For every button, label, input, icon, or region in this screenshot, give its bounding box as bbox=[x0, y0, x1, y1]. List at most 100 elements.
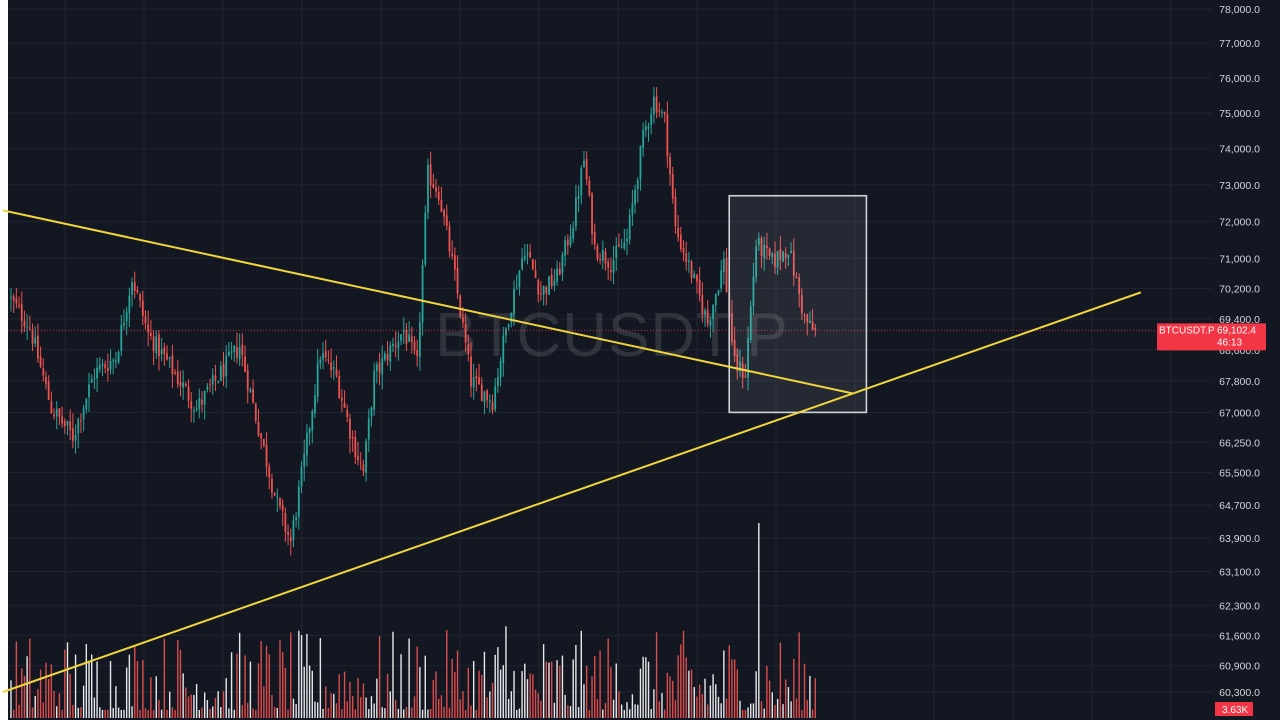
candlestick-series bbox=[10, 87, 817, 556]
candle-body bbox=[424, 212, 427, 265]
candle-body bbox=[776, 251, 779, 268]
price-axis-label: 60,900.0 bbox=[1219, 661, 1260, 673]
left-edge-bar bbox=[0, 0, 8, 720]
volume-bar bbox=[91, 654, 93, 718]
volume-bar bbox=[795, 698, 798, 718]
candle-body bbox=[558, 268, 561, 275]
candle-body bbox=[155, 336, 158, 354]
ascending-trendline[interactable] bbox=[2, 291, 1142, 693]
candle-body bbox=[456, 267, 459, 294]
candle-body bbox=[628, 215, 631, 240]
volume-bar bbox=[322, 708, 324, 718]
volume-bar bbox=[82, 685, 85, 718]
volume-bar bbox=[303, 666, 305, 718]
candle-body bbox=[739, 361, 741, 372]
price-badge-background bbox=[1157, 323, 1266, 351]
candle-body bbox=[572, 227, 575, 239]
candle-body bbox=[464, 323, 467, 343]
volume-bar bbox=[222, 691, 225, 718]
candle-body bbox=[349, 418, 351, 439]
highlight-rectangle[interactable] bbox=[728, 194, 868, 414]
candle-body bbox=[330, 362, 333, 371]
volume-bar bbox=[481, 674, 483, 718]
volume-bar bbox=[516, 709, 518, 718]
candle-body bbox=[725, 257, 728, 292]
candle-body bbox=[601, 249, 604, 261]
candle-body bbox=[483, 392, 486, 403]
candle-body bbox=[152, 336, 155, 352]
candle-body bbox=[513, 288, 515, 315]
candle-body bbox=[276, 496, 279, 498]
candle-body bbox=[717, 290, 720, 295]
candle-body bbox=[106, 368, 109, 372]
candle-body bbox=[806, 314, 809, 323]
volume-bar bbox=[408, 638, 410, 718]
candle-body bbox=[661, 111, 663, 114]
volume-bar bbox=[712, 674, 714, 718]
price-axis-label: 73,000.0 bbox=[1219, 180, 1260, 192]
volume-bar bbox=[502, 665, 504, 718]
volume-bar bbox=[424, 655, 426, 718]
candle-body bbox=[413, 341, 416, 351]
volume-bar bbox=[750, 703, 752, 718]
volume-bar bbox=[755, 671, 757, 718]
volume-bar bbox=[666, 672, 669, 718]
volume-bar bbox=[809, 675, 811, 718]
volume-bar bbox=[534, 689, 537, 718]
volume-bar bbox=[760, 701, 763, 718]
candle-body bbox=[381, 358, 384, 375]
grid bbox=[8, 0, 1212, 720]
volume-bar bbox=[537, 693, 539, 718]
price-axis-label: 61,600.0 bbox=[1219, 630, 1260, 642]
volume-bar bbox=[787, 687, 790, 718]
volume-bar bbox=[150, 677, 152, 718]
volume-bar bbox=[112, 708, 114, 718]
candle-body bbox=[747, 338, 749, 378]
candle-body bbox=[445, 215, 448, 226]
price-axis[interactable]: 78,000.0 77,000.0 76,000.0 75,000.0 74,000.0… bbox=[1219, 4, 1260, 699]
descending-trendline[interactable] bbox=[2, 209, 854, 395]
candle-body bbox=[80, 420, 82, 422]
volume-bar bbox=[273, 707, 276, 718]
candle-body bbox=[71, 428, 74, 441]
candle-body bbox=[34, 337, 37, 344]
candle-body bbox=[260, 433, 263, 439]
candle-body bbox=[306, 432, 308, 456]
candle-body bbox=[529, 251, 532, 258]
candle-body bbox=[39, 356, 42, 367]
candle-body bbox=[666, 113, 669, 157]
volume-bar bbox=[736, 669, 738, 718]
candle-body bbox=[609, 270, 612, 272]
volume-bar bbox=[451, 658, 453, 718]
volume-bar bbox=[144, 708, 147, 718]
candle-body bbox=[432, 184, 435, 188]
candle-body bbox=[297, 486, 300, 517]
candle-body bbox=[744, 376, 747, 378]
candle-body bbox=[792, 251, 795, 277]
volume-bar bbox=[69, 673, 71, 718]
volume-bar bbox=[249, 661, 252, 718]
volume-bar bbox=[335, 703, 338, 718]
candle-body bbox=[354, 437, 357, 458]
candle-body bbox=[644, 126, 647, 131]
volume-bar bbox=[548, 662, 550, 718]
candle-body bbox=[174, 372, 176, 374]
volume-bar bbox=[190, 694, 192, 718]
candle-body bbox=[663, 111, 666, 115]
volume-bar bbox=[427, 709, 429, 718]
candle-body bbox=[101, 363, 104, 366]
candle-body bbox=[720, 270, 723, 289]
volume-bar bbox=[766, 665, 768, 718]
volume-bar bbox=[268, 654, 270, 718]
candle-body bbox=[85, 398, 88, 409]
trendlines[interactable] bbox=[2, 209, 1142, 693]
candle-body bbox=[128, 295, 131, 313]
volume-bar bbox=[680, 644, 682, 718]
candle-body bbox=[671, 173, 674, 198]
candle-body bbox=[160, 349, 163, 355]
candle-body bbox=[117, 352, 120, 363]
badge-countdown: 46:13 bbox=[1217, 337, 1242, 348]
candle-body bbox=[733, 339, 736, 356]
